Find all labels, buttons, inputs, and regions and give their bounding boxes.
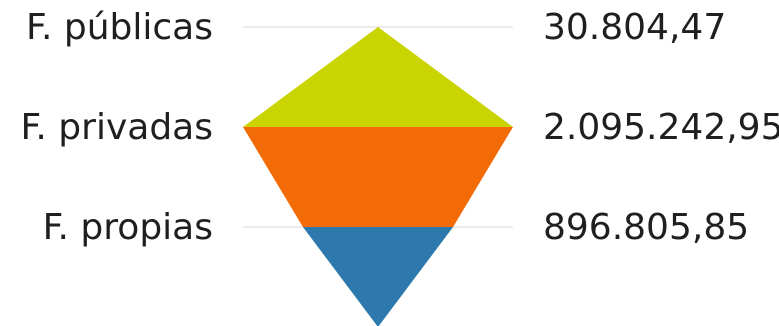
value-label-propias: 896.805,85 bbox=[543, 207, 749, 248]
funnel-segment-propias bbox=[302, 227, 454, 326]
funnel-segments bbox=[243, 27, 513, 326]
value-label-privadas: 2.095.242,95 bbox=[543, 107, 779, 148]
value-label-publicas: 30.804,47 bbox=[543, 7, 726, 48]
funnel-segment-privadas bbox=[243, 127, 513, 227]
category-label-privadas: F. privadas bbox=[21, 107, 214, 148]
category-label-propias: F. propias bbox=[43, 207, 213, 248]
category-label-publicas: F. públicas bbox=[26, 7, 213, 48]
funnel-segment-publicas bbox=[243, 27, 513, 127]
